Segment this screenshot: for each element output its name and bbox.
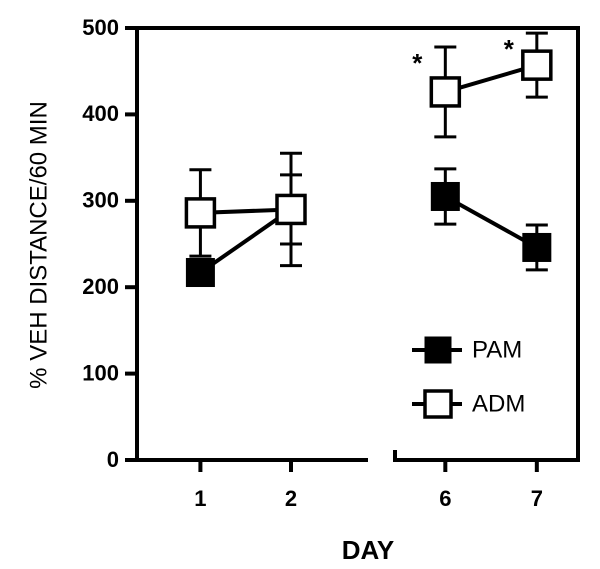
x-axis-label: DAY: [342, 535, 395, 565]
marker: [184, 197, 217, 229]
x-tick-label: 2: [285, 486, 297, 511]
annotation: *: [412, 48, 423, 78]
marker: [521, 49, 553, 81]
x-tick-label: 7: [531, 486, 543, 511]
legend-label: ADM: [472, 390, 525, 417]
marker: [185, 258, 215, 288]
y-axis-label: % VEH DISTANCE/60 MIN: [25, 101, 52, 389]
marker: [275, 193, 307, 226]
annotation: *: [504, 34, 515, 64]
legend-marker: [423, 389, 453, 419]
y-tick-label: 300: [82, 188, 119, 213]
marker: [522, 232, 552, 262]
y-tick-label: 200: [82, 274, 119, 299]
y-tick-label: 100: [82, 360, 119, 385]
series-line: [444, 194, 538, 250]
legend-label: PAM: [472, 336, 522, 363]
y-tick-label: 400: [82, 101, 119, 126]
legend-marker: [424, 336, 452, 364]
marker: [429, 76, 462, 108]
y-tick-label: 0: [107, 447, 119, 472]
y-tick-label: 500: [82, 15, 119, 40]
x-tick-label: 1: [194, 486, 206, 511]
x-tick-label: 6: [439, 486, 451, 511]
marker: [430, 181, 460, 211]
